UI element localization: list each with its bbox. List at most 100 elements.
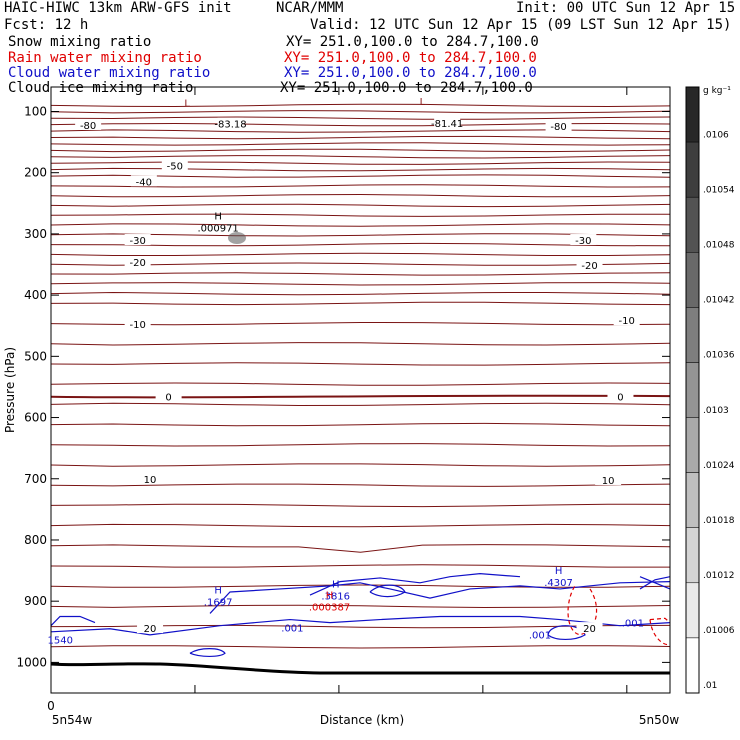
- colorbar-swatch: [685, 582, 700, 639]
- y-tick-label: 700: [24, 472, 47, 486]
- x-start-label: 0: [47, 699, 55, 713]
- colorbar-label: .01048: [703, 241, 735, 251]
- field-name-cloud-water: Cloud water mixing ratio: [8, 65, 211, 81]
- colorbar-unit: g kg⁻¹: [703, 86, 731, 96]
- extremum-value: .001: [622, 618, 644, 629]
- isotherm: [50, 443, 671, 447]
- rain-contour: [649, 619, 671, 646]
- isotherm: [50, 203, 671, 208]
- extremum-mark: H: [332, 580, 340, 591]
- isotherm: [50, 321, 671, 326]
- extremum-value: .000971: [197, 224, 238, 235]
- contour-label-bg: [545, 120, 572, 132]
- contour-label-bg: [75, 118, 102, 130]
- contour-label-bg: [137, 622, 164, 634]
- isotherm: [50, 503, 671, 508]
- contour-label-bg: [217, 117, 244, 129]
- isotherm: [50, 167, 671, 172]
- cloud-water-contour: [547, 625, 586, 641]
- isotherm: [50, 142, 671, 146]
- isotherm-label: -10: [618, 316, 634, 327]
- contour-label-bg: [595, 473, 622, 485]
- isotherm: [50, 110, 671, 114]
- isotherm-label: -20: [129, 258, 145, 269]
- colorbar-label: .01054: [703, 185, 735, 195]
- isotherm-label: -81.41: [431, 119, 463, 130]
- contour-label-bg: [155, 390, 182, 402]
- contour-label-bg: [570, 234, 597, 246]
- contour-label-bg: [434, 117, 461, 129]
- forecast-hour: Fcst: 12 h: [4, 17, 89, 33]
- colorbar-label: .01024: [703, 461, 735, 471]
- colorbar-label: .01036: [703, 351, 735, 361]
- init-time: Init: 00 UTC Sun 12 Apr 15: [516, 0, 736, 16]
- isotherm-zero: [50, 394, 671, 399]
- colorbar-swatch: [685, 141, 700, 198]
- colorbar-swatch: [685, 472, 700, 528]
- colorbar-swatch: [685, 417, 700, 473]
- cloud-water-contour: [639, 576, 671, 590]
- isotherm: [50, 463, 671, 467]
- field-xy-cloud-water: XY= 251.0,100.0 to 284.7,100.0: [284, 65, 537, 81]
- isotherm: [50, 604, 671, 609]
- isotherm: [50, 483, 671, 487]
- cloud-water-contour: [309, 573, 521, 596]
- cloud-water-contour: [369, 584, 406, 598]
- isotherm-label: -50: [167, 161, 183, 172]
- isotherm: [50, 282, 671, 286]
- colorbar-label: .01: [703, 681, 717, 691]
- extremum-mark: H: [214, 586, 222, 597]
- x-axis-ticks: [50, 87, 628, 693]
- cloud-water-contour: [189, 648, 226, 658]
- y-tick-label: 100: [24, 104, 47, 118]
- extremum-mark: L: [420, 97, 426, 108]
- extremum-mark: H: [555, 566, 563, 577]
- isotherm-label: -83.18: [214, 120, 246, 131]
- model-title: HAIC-HIWC 13km ARW-GFS init: [4, 0, 232, 16]
- isotherm: [50, 262, 671, 266]
- y-tick-label: 300: [24, 227, 47, 241]
- isotherm-label: -30: [129, 236, 145, 247]
- isotherm: [50, 242, 671, 247]
- isotherm-label: -80: [80, 121, 96, 132]
- isotherm-label: -80: [550, 122, 566, 133]
- valid-time: Valid: 12 UTC Sun 12 Apr 15 (09 LST Sun …: [310, 17, 732, 33]
- y-tick-label: 600: [24, 411, 47, 425]
- colorbar-swatch: [685, 196, 700, 253]
- extremum-mark: H: [214, 212, 222, 223]
- extremum-mark: L: [184, 98, 190, 109]
- isotherm-label: 0: [617, 393, 623, 404]
- isotherm-label: -20: [581, 261, 597, 272]
- contour-label-bg: [607, 390, 634, 402]
- isotherm: [50, 422, 671, 427]
- y-tick-label: 400: [24, 288, 47, 302]
- isotherm-label: 20: [144, 624, 157, 635]
- x-right-label: 5n50w: [639, 713, 680, 727]
- cloud-water-contour: [50, 615, 671, 636]
- isotherm: [50, 402, 671, 407]
- contour-label-bg: [124, 317, 151, 329]
- extremum-mark: H: [326, 591, 334, 602]
- colorbar-swatch: [685, 252, 700, 308]
- contour-label-bg: [576, 259, 603, 271]
- field-name-rain: Rain water mixing ratio: [8, 50, 202, 66]
- colorbar-label: .0106: [703, 130, 729, 140]
- colorbar-frame: [685, 86, 700, 694]
- isotherm: [50, 645, 671, 649]
- y-tick-label: 500: [24, 349, 47, 363]
- extremum-value: .1697: [204, 598, 233, 609]
- contour-label-bg: [124, 234, 151, 246]
- isotherm: [50, 148, 671, 153]
- isotherm: [50, 291, 671, 296]
- isotherm: [50, 523, 671, 528]
- isotherm: [50, 155, 671, 159]
- cloud-water-contour: [209, 580, 671, 614]
- isotherm-label: -10: [129, 320, 145, 331]
- rain-contour: [649, 617, 671, 624]
- extremum-value: .3816: [321, 592, 350, 603]
- isotherm-label: -40: [136, 177, 152, 188]
- rain-contour: [567, 585, 598, 636]
- colorbar-label: .01042: [703, 296, 735, 306]
- isotherm: [50, 362, 671, 366]
